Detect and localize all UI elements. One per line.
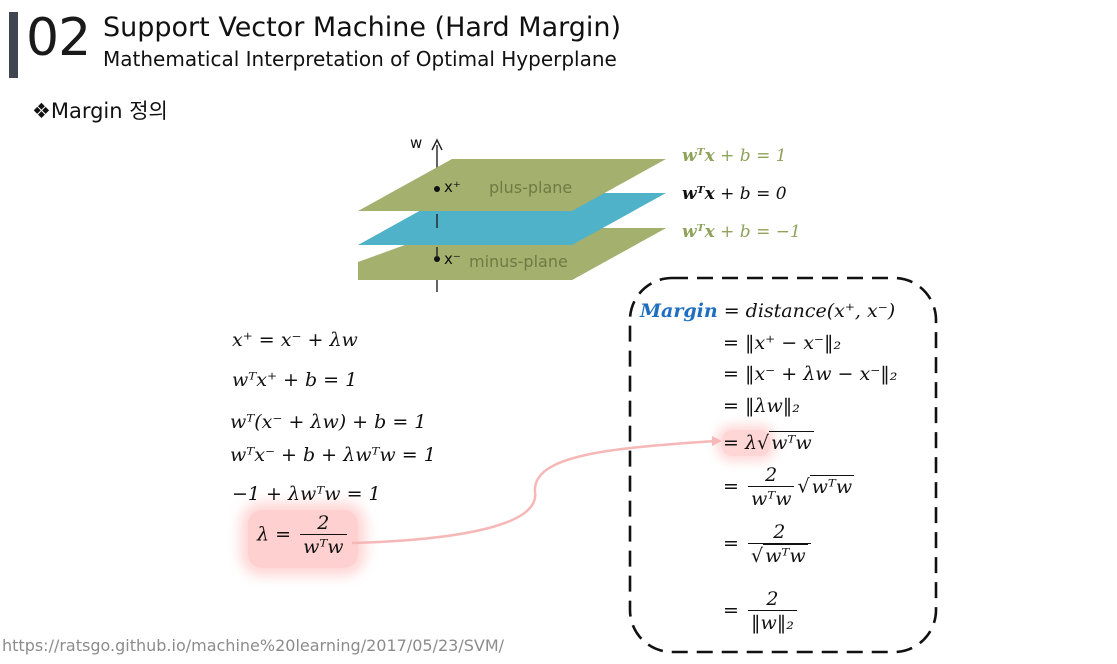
hyperplane-equation: wᵀx + b = 0: [682, 184, 787, 204]
minus-plane-label: minus-plane: [469, 252, 568, 271]
margin-definition: Margin = distance(x⁺, x⁻): [640, 300, 896, 322]
lambda-highlight: [248, 510, 358, 568]
x-plus-point: [434, 186, 440, 192]
w-axis-label: w: [410, 134, 423, 152]
page-title: Support Vector Machine (Hard Margin): [103, 12, 622, 43]
margin-step-4: = λ√ wᵀw: [723, 431, 814, 454]
minus-plane-equation: wᵀx + b = −1: [682, 222, 801, 242]
lambda-sqrt-highlight: [722, 430, 770, 456]
plus-plane-shape: [358, 159, 666, 211]
margin-step-3: = ‖λw‖₂: [723, 395, 800, 417]
margin-dashed-box: [628, 276, 938, 654]
margin-step-6: = 2 √ wᵀw: [723, 521, 814, 568]
x-plus-label: x⁺: [444, 178, 461, 196]
section-heading: ❖Margin 정의: [32, 99, 168, 123]
margin-step-5: = 2 wᵀw √ wᵀw: [723, 464, 855, 510]
margin-step-2: = ‖x⁻ + λw − x⁻‖₂: [723, 363, 898, 385]
derivation-line-1: x⁺ = x⁻ + λw: [232, 329, 358, 351]
derivation-line-4: wᵀx⁻ + b + λwᵀw = 1: [230, 444, 436, 466]
derivation-line-2: wᵀx⁺ + b = 1: [232, 369, 358, 391]
plus-plane-label: plus-plane: [489, 178, 573, 197]
plus-plane-equation: wᵀx + b = 1: [682, 146, 787, 166]
w-arrowhead: [431, 138, 443, 151]
section-number: 02: [26, 8, 91, 68]
margin-step-7: = 2 ‖w‖₂: [723, 588, 800, 635]
connector-arrow: [351, 439, 717, 545]
derivation-line-3: wᵀ(x⁻ + λw) + b = 1: [230, 411, 427, 433]
source-link[interactable]: https://ratsgo.github.io/machine%20learn…: [2, 636, 505, 655]
connector-arrowhead: [712, 436, 722, 446]
header-accent-bar: [9, 12, 18, 78]
derivation-line-5: −1 + λwᵀw = 1: [232, 483, 381, 505]
page-subtitle: Mathematical Interpretation of Optimal H…: [103, 47, 617, 71]
margin-step-1: = ‖x⁺ − x⁻‖₂: [723, 332, 842, 354]
lambda-result: λ = 2 wᵀw: [257, 512, 350, 559]
x-minus-label: x⁻: [444, 250, 461, 268]
x-minus-point: [434, 256, 440, 262]
